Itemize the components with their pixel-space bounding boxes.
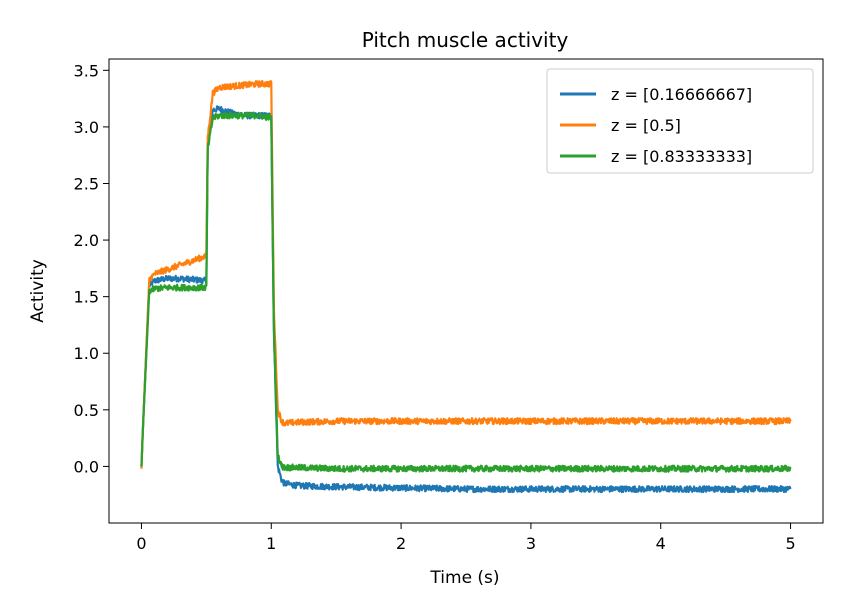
y-axis-label: Activity [28,259,48,323]
legend-label-2: z = [0.5] [611,116,681,135]
y-tick-label: 2.0 [74,231,99,250]
legend-box [546,68,814,174]
x-tick-label: 2 [396,534,406,553]
series-group [140,80,792,494]
legend-entries: z = [0.16666667] z = [0.5] z = [0.83333333… [560,85,752,166]
x-axis-label: Time (s) [429,568,499,588]
y-axis-ticks: 0.0 0.5 1.0 1.5 2.0 2.5 3.0 3.5 [74,61,109,476]
plot-frame [108,58,824,524]
x-axis-ticks: 0 1 2 3 4 5 [136,523,796,553]
x-tick-label: 0 [136,534,146,553]
y-tick-label: 0.5 [74,401,99,420]
y-tick-label: 0.0 [74,457,99,476]
y-tick-label: 3.5 [74,61,99,80]
y-tick-label: 1.5 [74,288,99,307]
y-tick-label: 2.5 [74,174,99,193]
x-tick-label: 3 [526,534,536,553]
y-tick-label: 3.0 [74,118,99,137]
chart-title: Pitch muscle activity [362,28,569,52]
legend-label-1: z = [0.16666667] [611,85,752,104]
plot-area [108,58,824,524]
legend: z = [0.16666667] z = [0.5] z = [0.83333333… [546,68,814,174]
legend-label-3: z = [0.83333333] [611,147,752,166]
x-tick-label: 5 [785,534,795,553]
series-line-2 [140,80,792,469]
x-tick-label: 1 [266,534,276,553]
series-line-3 [140,111,792,473]
y-tick-label: 1.0 [74,344,99,363]
x-tick-label: 4 [656,534,666,553]
